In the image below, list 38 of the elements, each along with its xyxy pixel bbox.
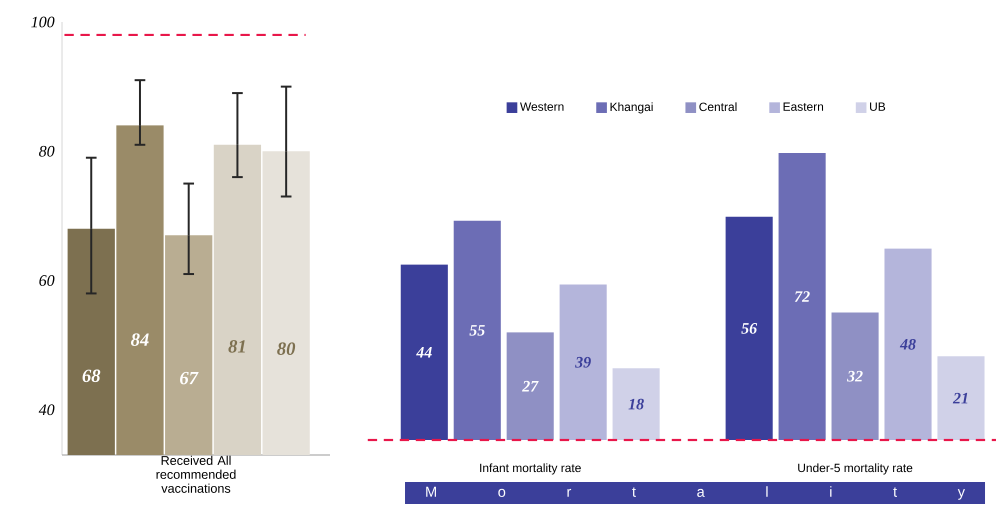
data-label: 44 [416,347,432,358]
data-label: 27 [522,380,539,392]
legend-label: Western [520,102,564,111]
x-axis-title: Received All recommended vaccinations [156,456,236,493]
legend-label: Central [699,102,736,112]
data-label: 80 [277,342,296,355]
data-label: 72 [794,291,810,302]
legend-label: UB [870,102,886,111]
y-tick-label: 80 [39,146,54,157]
bar [560,284,607,440]
data-label: 67 [180,372,199,384]
bar [832,312,879,440]
bar [400,264,448,440]
x-tick-label: Infant mortality rate [480,463,581,474]
data-label: 56 [741,323,758,334]
text: M o r t a l i t y [426,486,965,500]
data-label: 55 [469,325,485,336]
bar [778,152,826,440]
bar [454,220,501,440]
data-label: 32 [846,370,863,382]
data-label: 48 [900,338,916,350]
legend-label: Khangai [610,102,653,114]
bar [726,216,773,440]
y-tick-label: 60 [39,275,54,286]
data-label: 68 [82,370,100,382]
data-label: 18 [628,398,644,410]
x-tick-label: Under-5 mortality rate [798,463,912,474]
bar [506,332,554,440]
legend-label: Eastern [784,102,824,111]
data-label: 81 [228,340,245,353]
data-label: 39 [575,356,591,368]
bar [612,368,660,440]
y-tick-label: 40 [38,404,54,416]
bar [884,248,932,440]
data-label: 84 [131,333,149,346]
data-label: 21 [952,392,968,404]
y-tick-label: 100 [31,16,54,28]
bar [937,356,985,440]
